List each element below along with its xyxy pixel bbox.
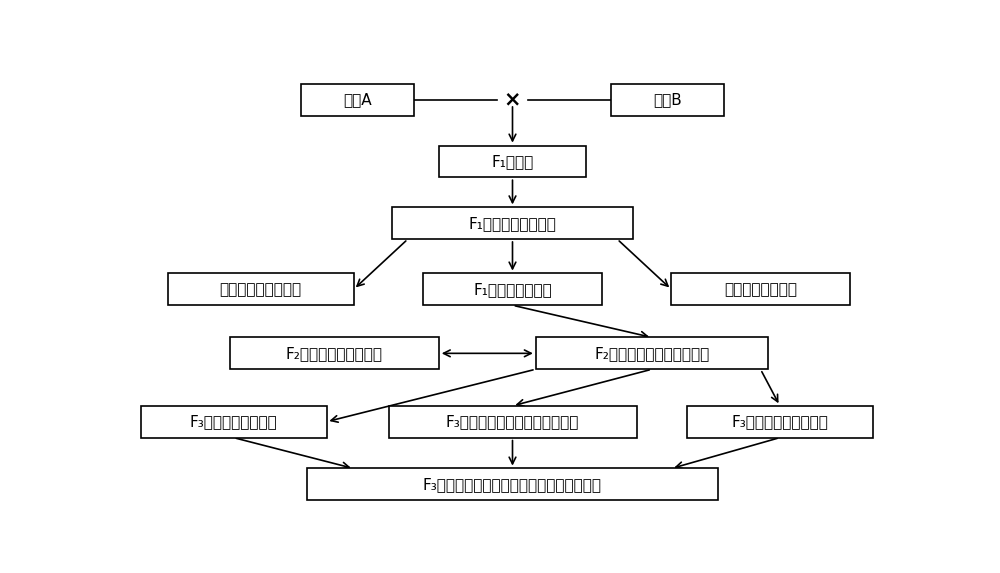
Text: F₂代选择正常可育单株自交: F₂代选择正常可育单株自交 (594, 346, 710, 361)
Text: F₁代加倍植株自交: F₁代加倍植株自交 (473, 282, 552, 297)
Text: 油菜B: 油菜B (653, 92, 682, 107)
Text: F₃代植株整齐度鉴定: F₃代植株整齐度鉴定 (190, 414, 277, 429)
Text: 油菜A: 油菜A (343, 92, 372, 107)
Bar (611, 84, 724, 116)
Text: F₂代植株花粉育性鉴定: F₂代植株花粉育性鉴定 (286, 346, 383, 361)
Text: F₁代种子染色体加倍: F₁代种子染色体加倍 (469, 215, 556, 231)
Bar (392, 207, 633, 239)
Text: F₃代鉴定早代稳定系，形成稳定品系或品种: F₃代鉴定早代稳定系，形成稳定品系或品种 (423, 477, 602, 492)
Bar (388, 406, 637, 438)
Bar (301, 84, 414, 116)
Bar (168, 273, 354, 305)
Bar (307, 469, 718, 500)
Bar (423, 273, 602, 305)
Bar (687, 406, 873, 438)
Bar (230, 337, 439, 369)
Bar (536, 337, 768, 369)
Bar (671, 273, 850, 305)
Text: 加倍植株染色体鉴定: 加倍植株染色体鉴定 (220, 282, 302, 297)
Text: F₃代植株染色体数目及形态鉴定: F₃代植株染色体数目及形态鉴定 (446, 414, 579, 429)
Text: ×: × (504, 89, 521, 109)
Text: F₁代种子: F₁代种子 (491, 154, 534, 169)
Bar (439, 146, 586, 177)
Text: F₃代单株分子标记鉴定: F₃代单株分子标记鉴定 (731, 414, 828, 429)
Bar (140, 406, 326, 438)
Text: 加倍植株形态鉴定: 加倍植株形态鉴定 (724, 282, 797, 297)
